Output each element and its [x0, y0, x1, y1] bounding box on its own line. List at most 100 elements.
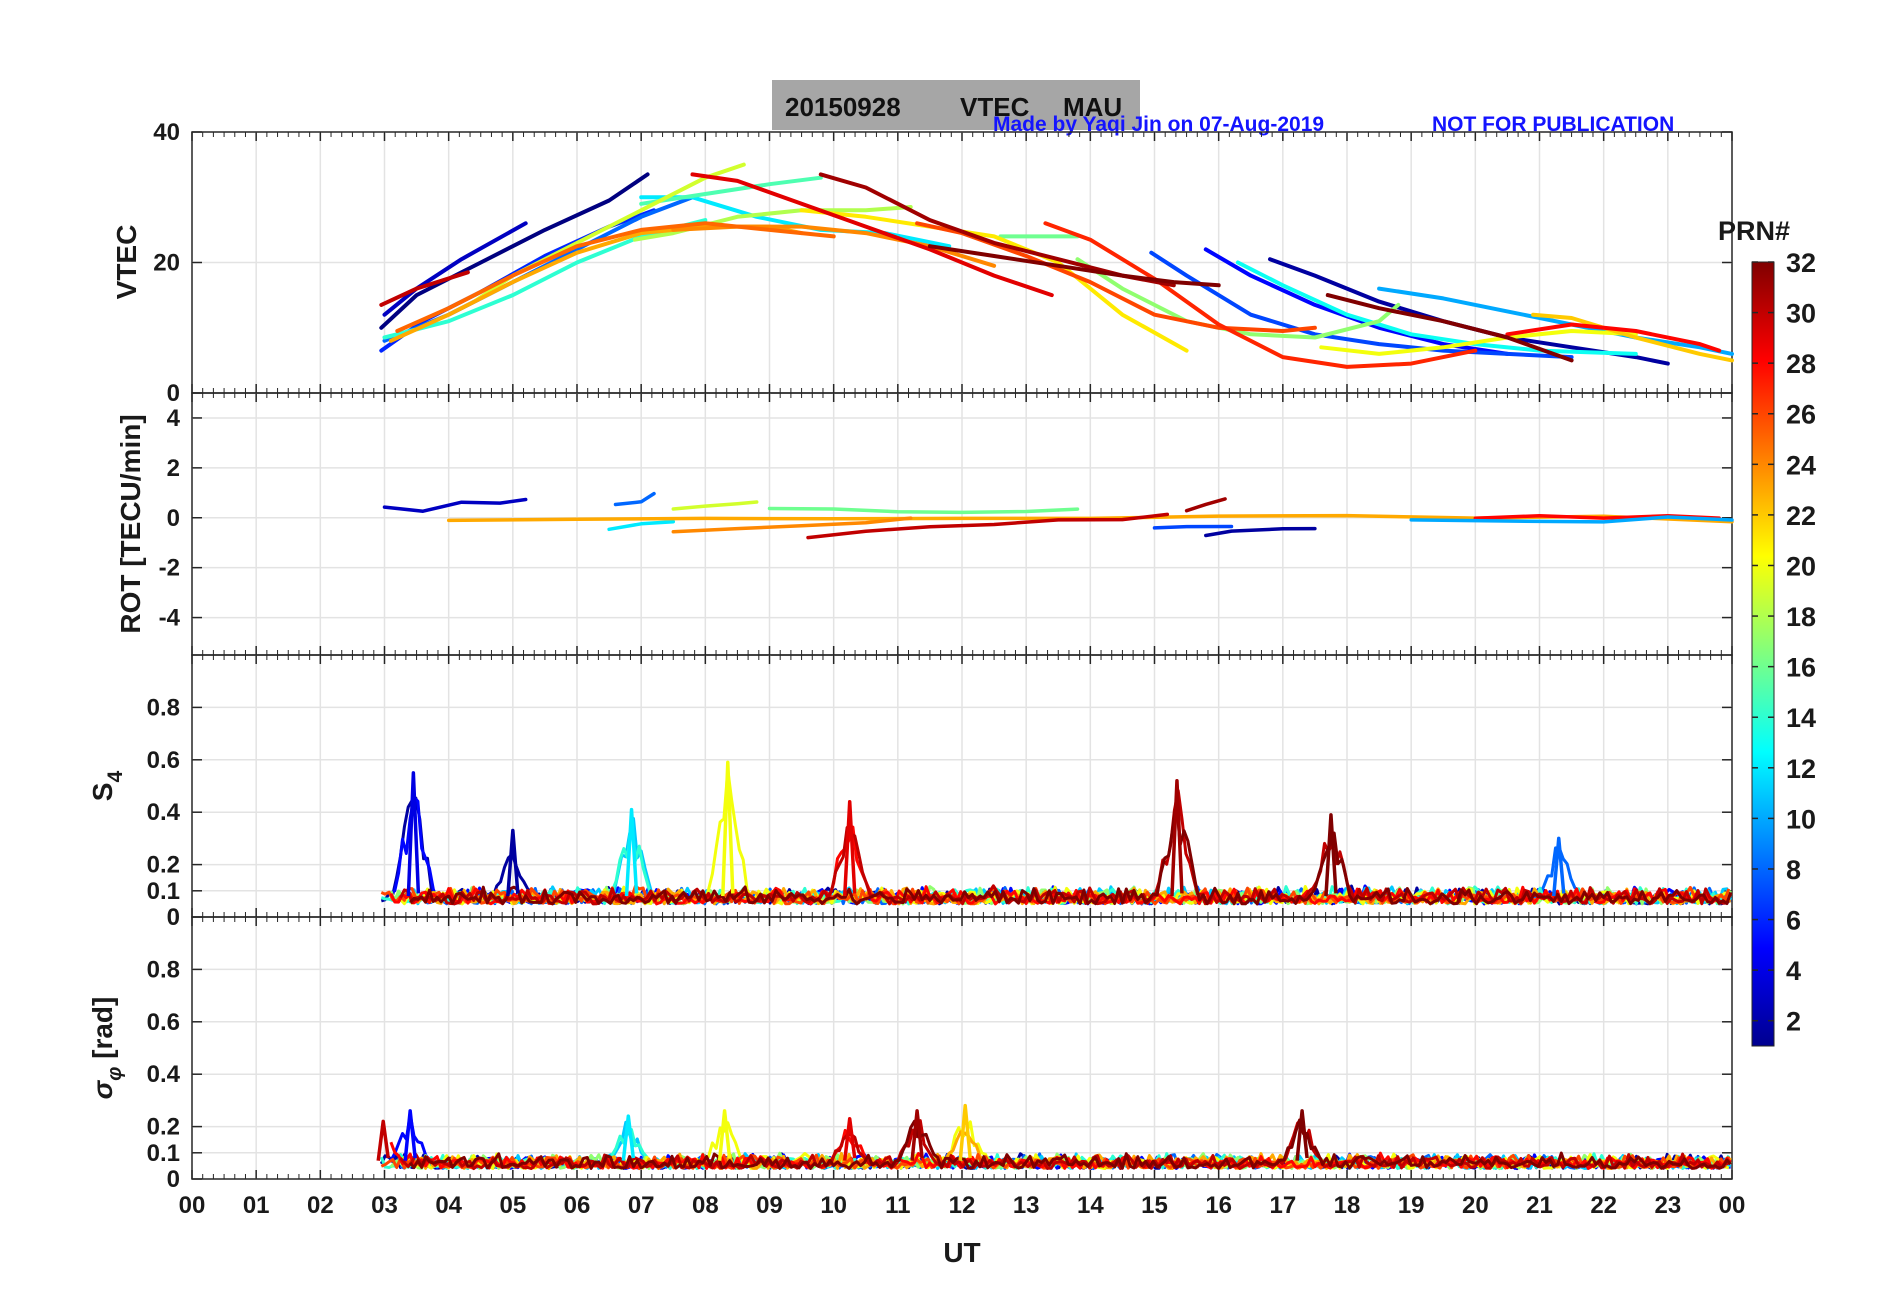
- series-line: [613, 491, 656, 507]
- series-line: [1319, 329, 1638, 356]
- x-tick-label: 18: [1334, 1192, 1361, 1219]
- panel-rot-series: [382, 491, 1734, 540]
- colorbar-tick-label: 10: [1786, 804, 1816, 834]
- y-tick-label: 0.8: [147, 956, 180, 983]
- peak-spike: [842, 799, 857, 897]
- colorbar-tick-label: 28: [1786, 349, 1816, 379]
- peak-spike: [1552, 836, 1566, 897]
- x-tick-label: 11: [885, 1192, 910, 1219]
- series-line: [799, 208, 1189, 353]
- colorbar-tick-label: 16: [1786, 653, 1816, 683]
- series-line: [1531, 312, 1734, 363]
- series-line: [806, 512, 1170, 540]
- series-line: [382, 497, 528, 513]
- y-tick-label: 0.4: [147, 1061, 181, 1088]
- vtec-ylabel: VTEC: [111, 225, 142, 300]
- x-tick-label: 16: [1205, 1192, 1232, 1219]
- series-line: [671, 500, 759, 511]
- series-line: [767, 506, 1080, 515]
- x-tick-label: 06: [564, 1192, 591, 1219]
- series-line: [1204, 526, 1317, 538]
- series-line: [639, 175, 823, 206]
- series-line: [1505, 322, 1722, 353]
- series-line: [927, 244, 1221, 288]
- peak-spike: [717, 1109, 732, 1161]
- x-axis-label: UT: [943, 1237, 980, 1268]
- rot-ylabel: ROT [TECU/min]: [115, 414, 146, 633]
- y-tick-label: 0.6: [147, 747, 180, 774]
- series-line: [1409, 515, 1734, 524]
- peak-spike: [1295, 1109, 1309, 1161]
- panel-rot-yticks: -4 -2 0 2 4: [159, 405, 181, 632]
- colorbar-tick-label: 26: [1786, 400, 1816, 430]
- series-line: [1043, 221, 1478, 369]
- y-tick-label: 0.8: [147, 694, 180, 721]
- x-tick-label: 14: [1077, 1192, 1104, 1219]
- colorbar-gradient: [1751, 261, 1775, 1047]
- peak-spike: [624, 807, 639, 897]
- panel-sigma-phi-series: [376, 1103, 1732, 1170]
- colorbar-tick-label: 14: [1786, 703, 1816, 733]
- x-tick-label: 04: [435, 1192, 462, 1219]
- colorbar-tick-label: 18: [1786, 602, 1816, 632]
- colorbar-tick-label: 4: [1786, 956, 1801, 986]
- peak-spike: [376, 1119, 390, 1161]
- panel-sigma-phi: 00.10.2 0.4 0.6 0.8 σφ [rad]: [87, 916, 1733, 1193]
- panel-vtec-yticks: 0 20 40: [153, 119, 180, 407]
- colorbar-tick-label: 24: [1786, 450, 1816, 480]
- series-line: [409, 1118, 1732, 1170]
- y-tick-label: 20: [153, 250, 180, 277]
- series-line: [395, 221, 836, 333]
- peak-spike: [1170, 779, 1184, 897]
- x-tick-label: 13: [1013, 1192, 1040, 1219]
- panel-s4-yticks: 00.10.2 0.4 0.6 0.8: [147, 694, 181, 931]
- y-tick-label: 0.1: [147, 1140, 180, 1167]
- credit-note: Made by Yaqi Jin on 07-Aug-2019: [993, 113, 1324, 136]
- y-tick-label: 0: [167, 1166, 180, 1193]
- y-tick-label: -4: [159, 605, 181, 632]
- panel-rot: -4 -2 0 2 4 ROT [TECU/min]: [115, 392, 1734, 656]
- y-tick-label: 0.2: [147, 1114, 180, 1141]
- series-line: [690, 172, 1054, 298]
- x-tick-label: 10: [820, 1192, 847, 1219]
- colorbar-tick-label: 22: [1786, 501, 1816, 531]
- y-tick-label: 0.1: [147, 878, 180, 905]
- peak-spike: [506, 828, 520, 897]
- colorbar-tick-label: 2: [1786, 1007, 1801, 1037]
- x-tick-label: 05: [499, 1192, 526, 1219]
- panel-s4-series: [380, 760, 1733, 906]
- sigma-phi-ylabel: σφ [rad]: [87, 997, 126, 1100]
- x-tick-label: 17: [1269, 1192, 1296, 1219]
- series-line: [390, 795, 1732, 906]
- y-tick-label: 0.4: [147, 799, 181, 826]
- x-tick-label: 03: [371, 1192, 398, 1219]
- panel-vtec-series: [379, 162, 1734, 369]
- colorbar-tick-label: 6: [1786, 906, 1801, 936]
- peak-spike: [721, 760, 735, 897]
- title-block: 20150928 VTEC MAU Made by Yaqi Jin on 07…: [772, 80, 1674, 136]
- series-line: [1152, 524, 1234, 530]
- panel-s4-grid: [191, 655, 1733, 918]
- x-tick-label: 21: [1526, 1192, 1553, 1219]
- title-product: VTEC: [960, 92, 1030, 122]
- panel-rot-grid: [191, 393, 1733, 655]
- y-tick-label: 4: [167, 405, 181, 432]
- y-tick-label: 0.2: [147, 852, 180, 879]
- x-tick-label: 12: [949, 1192, 976, 1219]
- x-tick-label: 02: [307, 1192, 334, 1219]
- y-tick-label: 0: [167, 505, 180, 532]
- x-tick-label: 15: [1141, 1192, 1168, 1219]
- series-line: [1075, 257, 1401, 340]
- x-tick-label: 22: [1590, 1192, 1617, 1219]
- y-tick-label: 40: [153, 119, 180, 146]
- colorbar-tick-label: 30: [1786, 299, 1816, 329]
- peak-spike: [1324, 813, 1338, 897]
- colorbar-tick-label: 8: [1786, 855, 1801, 885]
- title-station: MAU: [1063, 92, 1122, 122]
- x-tick-label: 09: [756, 1192, 783, 1219]
- series-line: [607, 519, 676, 532]
- series-line: [1325, 293, 1574, 363]
